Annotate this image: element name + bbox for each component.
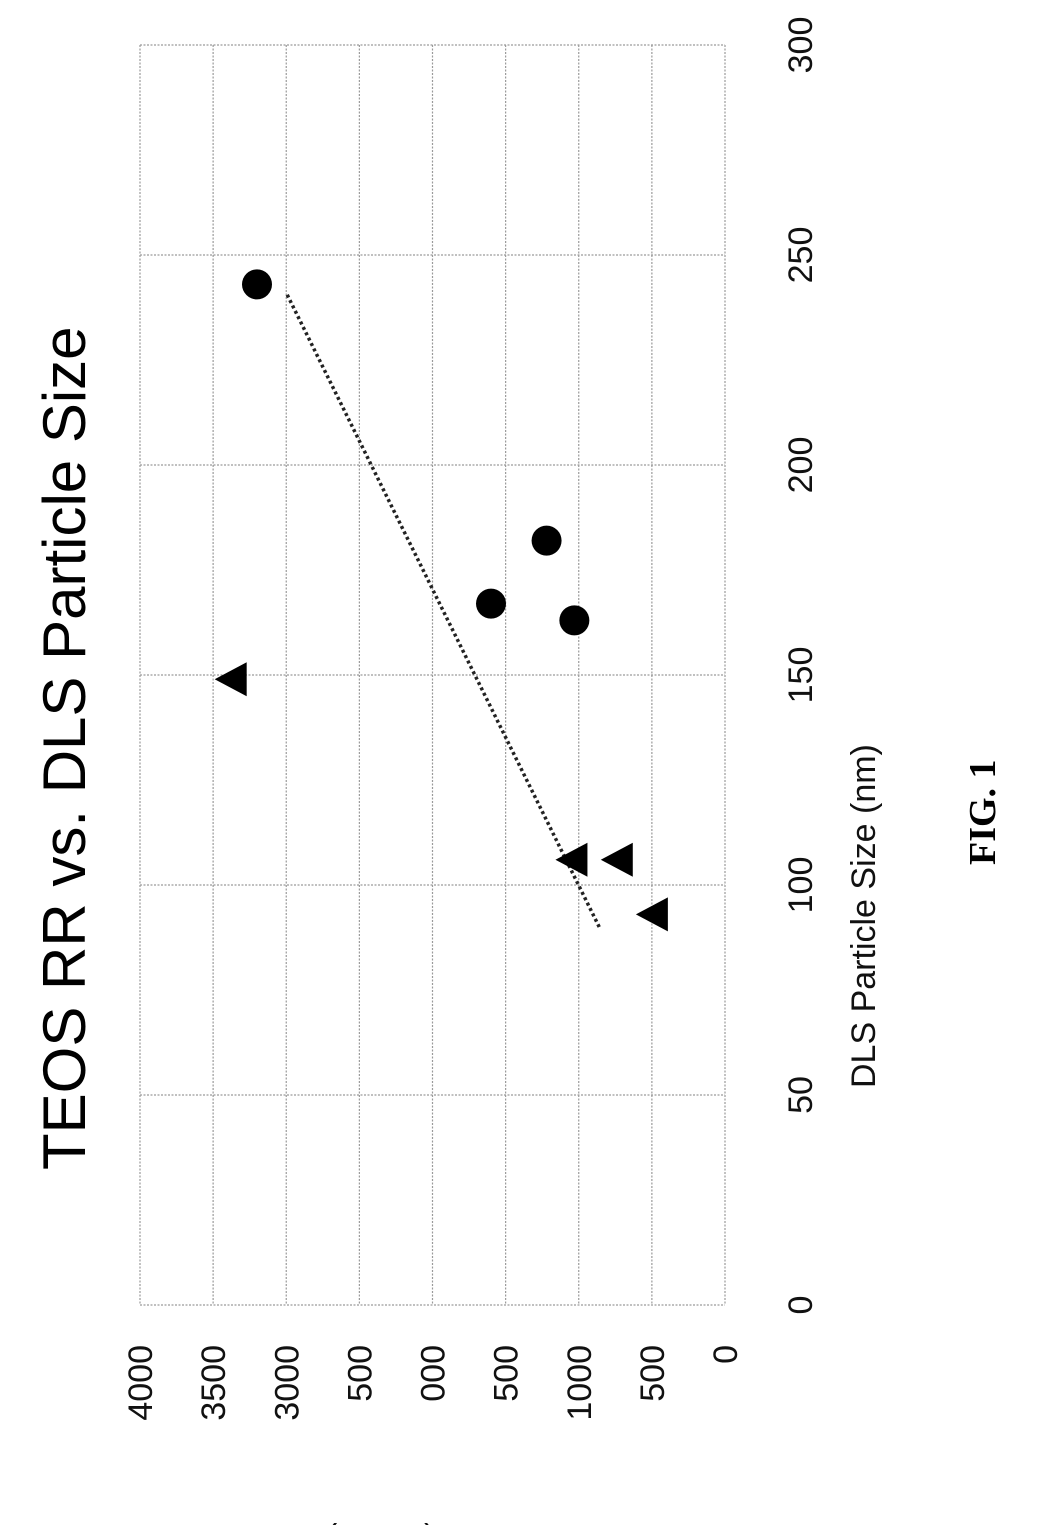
chart-title: TEOS RR vs. DLS Particle Size bbox=[31, 326, 98, 1170]
y-tick-label: 000 bbox=[415, 1345, 453, 1402]
x-axis-ticks: 0 50 100 150 200 250 300 bbox=[782, 17, 820, 1315]
y-tick-label: 500 bbox=[488, 1345, 526, 1402]
trendline-layer bbox=[286, 293, 599, 927]
y-tick-label: 500 bbox=[341, 1345, 379, 1402]
data-point-triangle bbox=[601, 843, 633, 877]
x-axis-label: DLS Particle Size (nm) bbox=[845, 744, 883, 1088]
trendline bbox=[286, 293, 599, 927]
y-tick-label: 0 bbox=[707, 1345, 745, 1364]
x-tick-label: 150 bbox=[782, 647, 820, 704]
x-tick-label: 0 bbox=[782, 1296, 820, 1315]
data-point-triangle bbox=[215, 662, 247, 696]
y-tick-label: 500 bbox=[634, 1345, 672, 1402]
y-tick-label: 4000 bbox=[122, 1345, 160, 1421]
x-tick-label: 250 bbox=[782, 227, 820, 284]
data-point-circle bbox=[242, 269, 272, 299]
x-tick-label: 50 bbox=[782, 1076, 820, 1114]
y-tick-label: 3500 bbox=[195, 1345, 233, 1421]
y-axis-ticks: 0 500 1000 500 000 500 3000 3500 4000 bbox=[122, 1345, 745, 1421]
data-point-circle bbox=[559, 605, 589, 635]
x-tick-label: 300 bbox=[782, 17, 820, 74]
x-tick-label: 200 bbox=[782, 437, 820, 494]
y-tick-label: 1000 bbox=[561, 1345, 599, 1421]
figure-label: FIG. 1 bbox=[962, 759, 1004, 865]
data-point-circle bbox=[532, 526, 562, 556]
data-point-circle bbox=[476, 589, 506, 619]
x-tick-label: 100 bbox=[782, 857, 820, 914]
y-tick-label: 3000 bbox=[268, 1345, 306, 1421]
plot-area bbox=[140, 45, 725, 1305]
data-markers bbox=[215, 269, 668, 931]
